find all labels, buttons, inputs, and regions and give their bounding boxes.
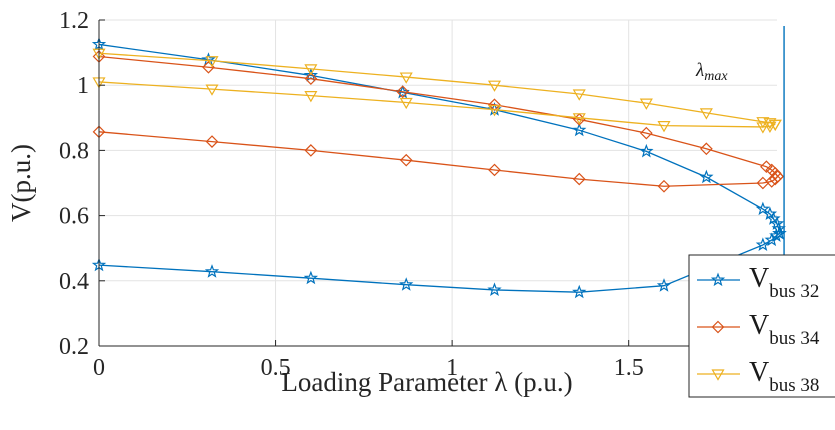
data-point bbox=[755, 237, 771, 252]
data-point bbox=[488, 163, 501, 177]
legend-item: Vbus 32 bbox=[697, 263, 819, 302]
data-point bbox=[657, 121, 671, 133]
legend-item: Vbus 38 bbox=[697, 357, 819, 396]
legend-marker bbox=[711, 320, 725, 334]
data-point bbox=[771, 170, 785, 183]
axes-layer: 0 0.5 1 1.5 0.2 0.4 0.6 0.8 1 1.2 bbox=[59, 8, 777, 381]
x-tick-label: 1.5 bbox=[614, 355, 644, 381]
data-point bbox=[700, 142, 713, 156]
x-tick-label: 1 bbox=[446, 355, 458, 381]
series-line-lower bbox=[98, 131, 779, 187]
data-point bbox=[303, 270, 319, 285]
data-point bbox=[487, 105, 502, 117]
data-point bbox=[204, 264, 220, 278]
y-tick-label: 0.2 bbox=[59, 334, 89, 360]
data-point bbox=[657, 179, 671, 193]
data-point bbox=[639, 143, 654, 158]
legend-marker bbox=[711, 369, 725, 381]
data-point bbox=[205, 56, 219, 68]
data-point bbox=[572, 284, 587, 299]
data-point bbox=[656, 278, 672, 292]
data-point bbox=[760, 160, 773, 174]
data-point bbox=[572, 122, 587, 137]
data-point bbox=[304, 91, 318, 103]
data-point bbox=[304, 72, 318, 86]
x-axis-label: Loading Parameter λ (p.u.) bbox=[281, 367, 572, 397]
data-point bbox=[699, 169, 714, 184]
data-point bbox=[205, 84, 219, 96]
y-tick-label: 0.8 bbox=[59, 138, 89, 164]
data-point bbox=[639, 98, 653, 110]
series-bus-32 bbox=[91, 36, 787, 299]
y-tick-label: 0.4 bbox=[59, 269, 89, 295]
data-point bbox=[304, 144, 318, 157]
lambda-max-label: λmax bbox=[695, 60, 728, 84]
data-point bbox=[572, 113, 586, 125]
x-tick-label: 0 bbox=[93, 355, 105, 381]
data-point bbox=[304, 64, 318, 76]
y-tick-label: 1 bbox=[77, 73, 89, 99]
data-point bbox=[699, 108, 713, 120]
series-line-lower bbox=[98, 81, 776, 128]
legend-label: Vbus 32 bbox=[749, 263, 819, 302]
data-point bbox=[572, 172, 586, 186]
data-point bbox=[399, 72, 413, 84]
legend-marker bbox=[710, 272, 726, 287]
series-line-lower bbox=[98, 233, 780, 293]
legend: Vbus 32 Vbus 34 Vbus 38 bbox=[688, 254, 835, 398]
data-point bbox=[755, 201, 771, 216]
grid-layer bbox=[98, 19, 777, 347]
series-line-upper bbox=[98, 55, 779, 177]
data-point bbox=[763, 121, 777, 133]
data-point bbox=[399, 97, 413, 110]
data-point bbox=[487, 80, 502, 92]
series-bus-34 bbox=[92, 50, 785, 193]
data-point bbox=[303, 67, 319, 82]
data-point bbox=[487, 282, 502, 297]
data-point bbox=[768, 119, 782, 132]
legend-label: Vbus 38 bbox=[749, 357, 819, 396]
y-axis-label: V(p.u.) bbox=[6, 144, 36, 222]
data-point bbox=[399, 277, 414, 291]
series-line-upper bbox=[98, 43, 781, 234]
y-tick-label: 0.6 bbox=[59, 204, 89, 230]
data-point bbox=[396, 85, 410, 99]
data-point bbox=[205, 135, 219, 148]
y-tick-label: 1.2 bbox=[59, 8, 89, 34]
data-point bbox=[768, 172, 782, 186]
legend-item: Vbus 34 bbox=[697, 310, 820, 349]
data-point bbox=[572, 89, 586, 101]
data-point bbox=[756, 122, 770, 134]
data-point bbox=[399, 153, 413, 167]
x-tick-label: 0.5 bbox=[261, 355, 291, 381]
legend-label: Vbus 34 bbox=[749, 310, 820, 349]
series-bus-38 bbox=[92, 48, 782, 134]
series-layer bbox=[91, 36, 787, 299]
data-point bbox=[639, 126, 653, 140]
